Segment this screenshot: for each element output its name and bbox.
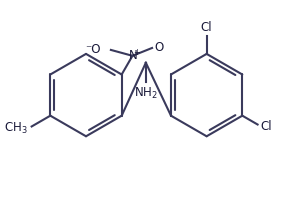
Text: O: O (154, 41, 163, 54)
Text: N: N (129, 49, 138, 62)
Text: CH$_3$: CH$_3$ (4, 120, 28, 135)
Text: +: + (133, 48, 140, 57)
Text: ⁻O: ⁻O (86, 43, 101, 56)
Text: Cl: Cl (260, 119, 272, 132)
Text: Cl: Cl (201, 21, 213, 34)
Text: NH$_2$: NH$_2$ (134, 86, 158, 101)
